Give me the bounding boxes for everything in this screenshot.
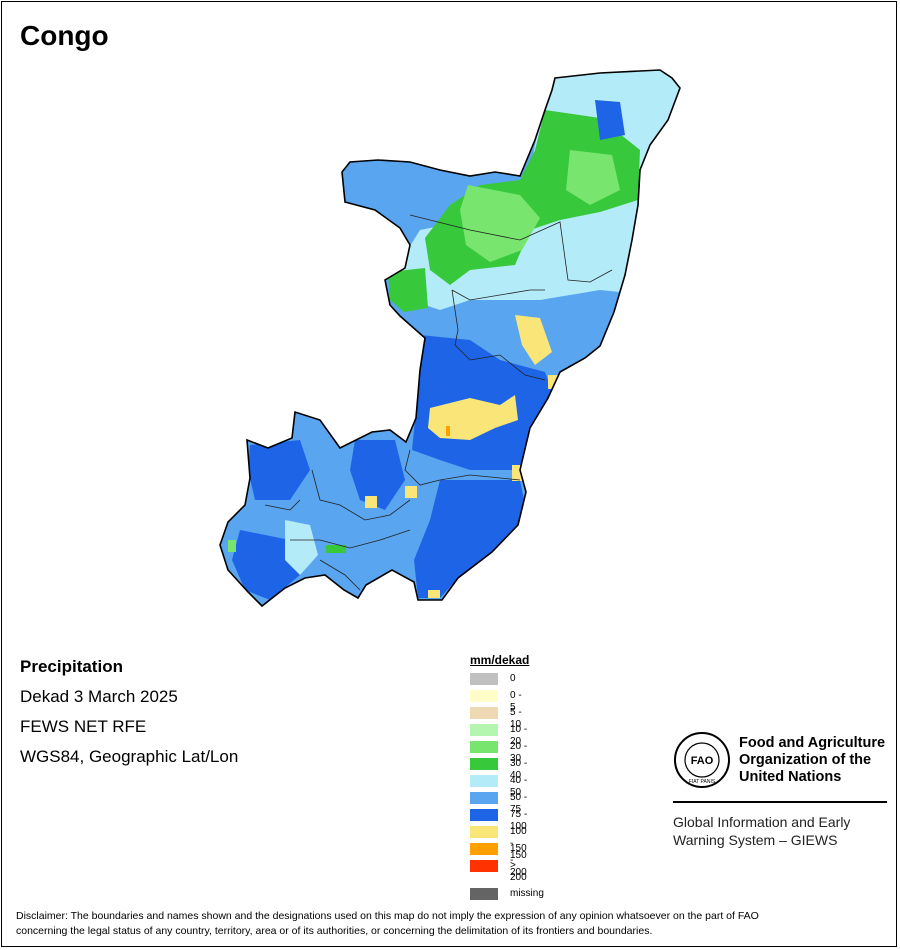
fao-name: Food and Agriculture Organization of the… (739, 735, 900, 786)
legend-label: 20 - 30 (510, 741, 528, 764)
legend-item: 150 - 200 (470, 841, 529, 878)
legend-swatch (470, 741, 498, 753)
projection-label: WGS84, Geographic Lat/Lon (20, 747, 239, 766)
legend-item: 5 - 10 (470, 705, 529, 730)
variable-label: Precipitation (20, 657, 123, 676)
rain-zone-50-75-nw (345, 165, 450, 215)
rain-zone-100-150-a (515, 315, 552, 365)
legend-swatch (470, 792, 498, 804)
legend-swatch (470, 724, 498, 736)
rain-zone-75-100-west (248, 440, 310, 500)
rain-zone-75-100-top (595, 100, 625, 140)
legend-label: 40 - 50 (510, 775, 528, 798)
boundary-south (290, 529, 411, 549)
rain-zone-75-100-sw (232, 530, 300, 600)
rain-zone-20-30-a (460, 185, 540, 262)
legend-item: 30 - 40 (470, 756, 529, 781)
rain-zone-30-40-sw (326, 545, 346, 553)
legend-missing: missing (470, 886, 670, 900)
legend-swatch (470, 775, 498, 787)
fao-name-line2: Organization of the (739, 752, 872, 768)
legend-swatch (470, 826, 498, 838)
legend-label: 100 - 150 (510, 826, 527, 861)
fao-logo-icon: FAO FIAT PANIS (674, 732, 730, 788)
boundary-central (451, 289, 546, 381)
map-title: Congo (20, 20, 109, 51)
legend-item: 20 - 30 (470, 739, 529, 764)
rain-zone-100-150-e (405, 486, 417, 498)
rain-zone-20-30-b (566, 150, 620, 205)
giews-label: Global Information and Early Warning Sys… (673, 813, 893, 849)
boundary-plateaux-north (451, 289, 545, 301)
fao-logo-text: FAO (691, 755, 714, 767)
boundary-bouenza (311, 469, 411, 521)
disclaimer: Disclaimer: The boundaries and names sho… (16, 909, 886, 939)
period-label: Dekad 3 March 2025 (20, 687, 178, 706)
boundary-niari (264, 499, 301, 511)
legend-label: 150 - 200 (510, 843, 527, 878)
rain-zone-100-150-f (365, 496, 377, 508)
fao-logo-motto: FIAT PANIS (689, 779, 716, 785)
legend-item: 50 - 75 (470, 790, 529, 815)
legend-item: 75 - 100 (470, 807, 529, 832)
fao-name-line1: Food and Agriculture (739, 735, 886, 751)
rain-zone-40-50-b (558, 215, 630, 262)
giews-line2: Warning System – GIEWS (673, 832, 838, 848)
legend-missing-swatch (470, 888, 498, 900)
legend-swatch (470, 673, 498, 685)
legend-label: 10 - 20 (510, 724, 528, 747)
boundary-kouilou (319, 559, 361, 591)
legend-label: 5 - 10 (510, 707, 522, 730)
boundary-pool (404, 449, 521, 486)
rain-zone-100-150-b (428, 395, 518, 440)
legend-label: 75 - 100 (510, 809, 528, 832)
source-label: FEWS NET RFE (20, 717, 147, 736)
rain-zone-30-40-west (388, 268, 428, 312)
legend-label: 30 - 40 (510, 758, 528, 781)
legend-label: 0 (510, 673, 516, 684)
rain-zone-75-100-mid (350, 440, 405, 510)
legend-swatch (470, 758, 498, 770)
disclaimer-line1: Disclaimer: The boundaries and names sho… (16, 910, 759, 922)
legend-item: 40 - 50 (470, 773, 529, 798)
legend-label: 50 - 75 (510, 792, 528, 815)
legend-title: mm/dekad (470, 653, 530, 667)
precipitation-map (219, 69, 681, 607)
legend-item: 0 (470, 671, 529, 688)
legend-item: 0 - 5 (470, 688, 529, 713)
department-boundaries (264, 214, 613, 591)
giews-line1: Global Information and Early (673, 814, 851, 830)
fao-name-line3: United Nations (739, 769, 842, 785)
legend-item: 10 - 20 (470, 722, 529, 747)
legend-label: 0 - 5 (510, 690, 522, 713)
rainfall-fields (220, 70, 680, 606)
map-info: Precipitation Dekad 3 March 2025 FEWS NE… (20, 656, 238, 776)
rain-zone-100-150-c (548, 375, 558, 389)
legend-swatch (470, 860, 498, 872)
legend-label: > 200 (510, 860, 527, 883)
legend-swatch (470, 809, 498, 821)
rain-zone-100-150-g (428, 590, 440, 598)
rain-zone-150-200 (446, 426, 450, 436)
legend-missing-label: missing (510, 888, 544, 899)
rain-zone-40-50-sw (285, 520, 318, 575)
rain-zone-20-30-sw (228, 540, 236, 552)
legend-swatch (470, 707, 498, 719)
fao-block: FAO FIAT PANIS Food and Agriculture Orga… (673, 731, 887, 848)
legend-swatch (470, 690, 498, 702)
legend-item: 100 - 150 (470, 824, 529, 861)
legend-swatch (470, 843, 498, 855)
boundary-north (409, 214, 613, 283)
legend-item: > 200 (470, 858, 529, 883)
disclaimer-line2: concerning the legal status of any count… (16, 925, 653, 937)
rain-zone-75-100-south (414, 480, 528, 598)
fao-divider (673, 801, 887, 803)
